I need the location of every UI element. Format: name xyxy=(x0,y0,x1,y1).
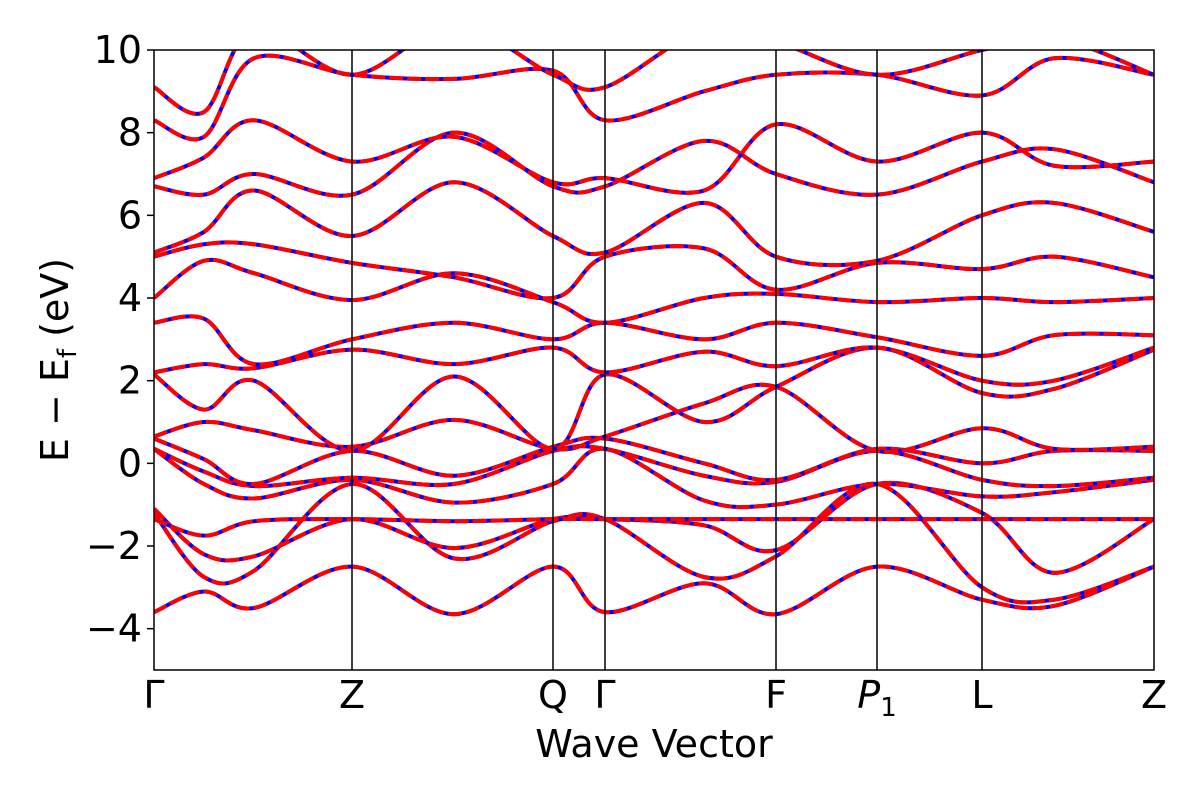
plot-frame xyxy=(153,49,1155,671)
kpoint-label-6: L xyxy=(971,673,992,717)
kpath-lines xyxy=(351,50,983,670)
band-line-solid-16 xyxy=(154,53,1154,142)
y-tick-label-4: 4 xyxy=(118,276,142,320)
y-tick-label-7: 10 xyxy=(94,28,142,72)
kpoint-label-1: Z xyxy=(339,673,365,717)
band-line-dashed-16 xyxy=(154,53,1154,142)
band-line-dashed-0 xyxy=(154,564,1154,617)
band-line-solid-17 xyxy=(154,50,1154,116)
y-tick-label-6: 8 xyxy=(118,111,142,155)
y-axis-label-unit: (eV) xyxy=(33,258,77,337)
y-axis-label-main: E − E xyxy=(33,358,77,462)
y-axis-label-sub: f xyxy=(53,348,83,358)
y-tick-label-3: 2 xyxy=(118,359,142,403)
band-line-dashed-17 xyxy=(154,50,1154,116)
kpoint-label-5: P1 xyxy=(857,673,896,723)
bands-layer xyxy=(154,50,1154,617)
y-tick-label-2: 0 xyxy=(118,441,142,485)
band-line-dashed-11 xyxy=(154,257,1154,325)
y-tick-label-5: 6 xyxy=(118,193,142,237)
y-axis-label: E − Ef (eV) xyxy=(33,258,83,462)
kpoint-label-3: Γ xyxy=(594,673,615,717)
band-line-solid-0 xyxy=(154,564,1154,617)
band-line-dashed-4 xyxy=(154,446,1154,510)
kpoint-label-4: F xyxy=(765,673,787,717)
y-axis-ticks: −4 −2 0 2 4 6 8 10 xyxy=(86,28,154,651)
x-axis-kpoint-labels: Γ Z Q Γ F P1 L Z xyxy=(143,673,1167,723)
y-tick-label-0: −4 xyxy=(86,607,142,651)
kpoint-label-2: Q xyxy=(538,673,568,717)
kpoint-label-0: Γ xyxy=(143,673,164,717)
y-tick-label-1: −2 xyxy=(86,524,142,568)
band-line-dashed-14 xyxy=(154,130,1154,198)
x-axis-label: Wave Vector xyxy=(535,722,773,766)
kpoint-label-7: Z xyxy=(1141,673,1167,717)
